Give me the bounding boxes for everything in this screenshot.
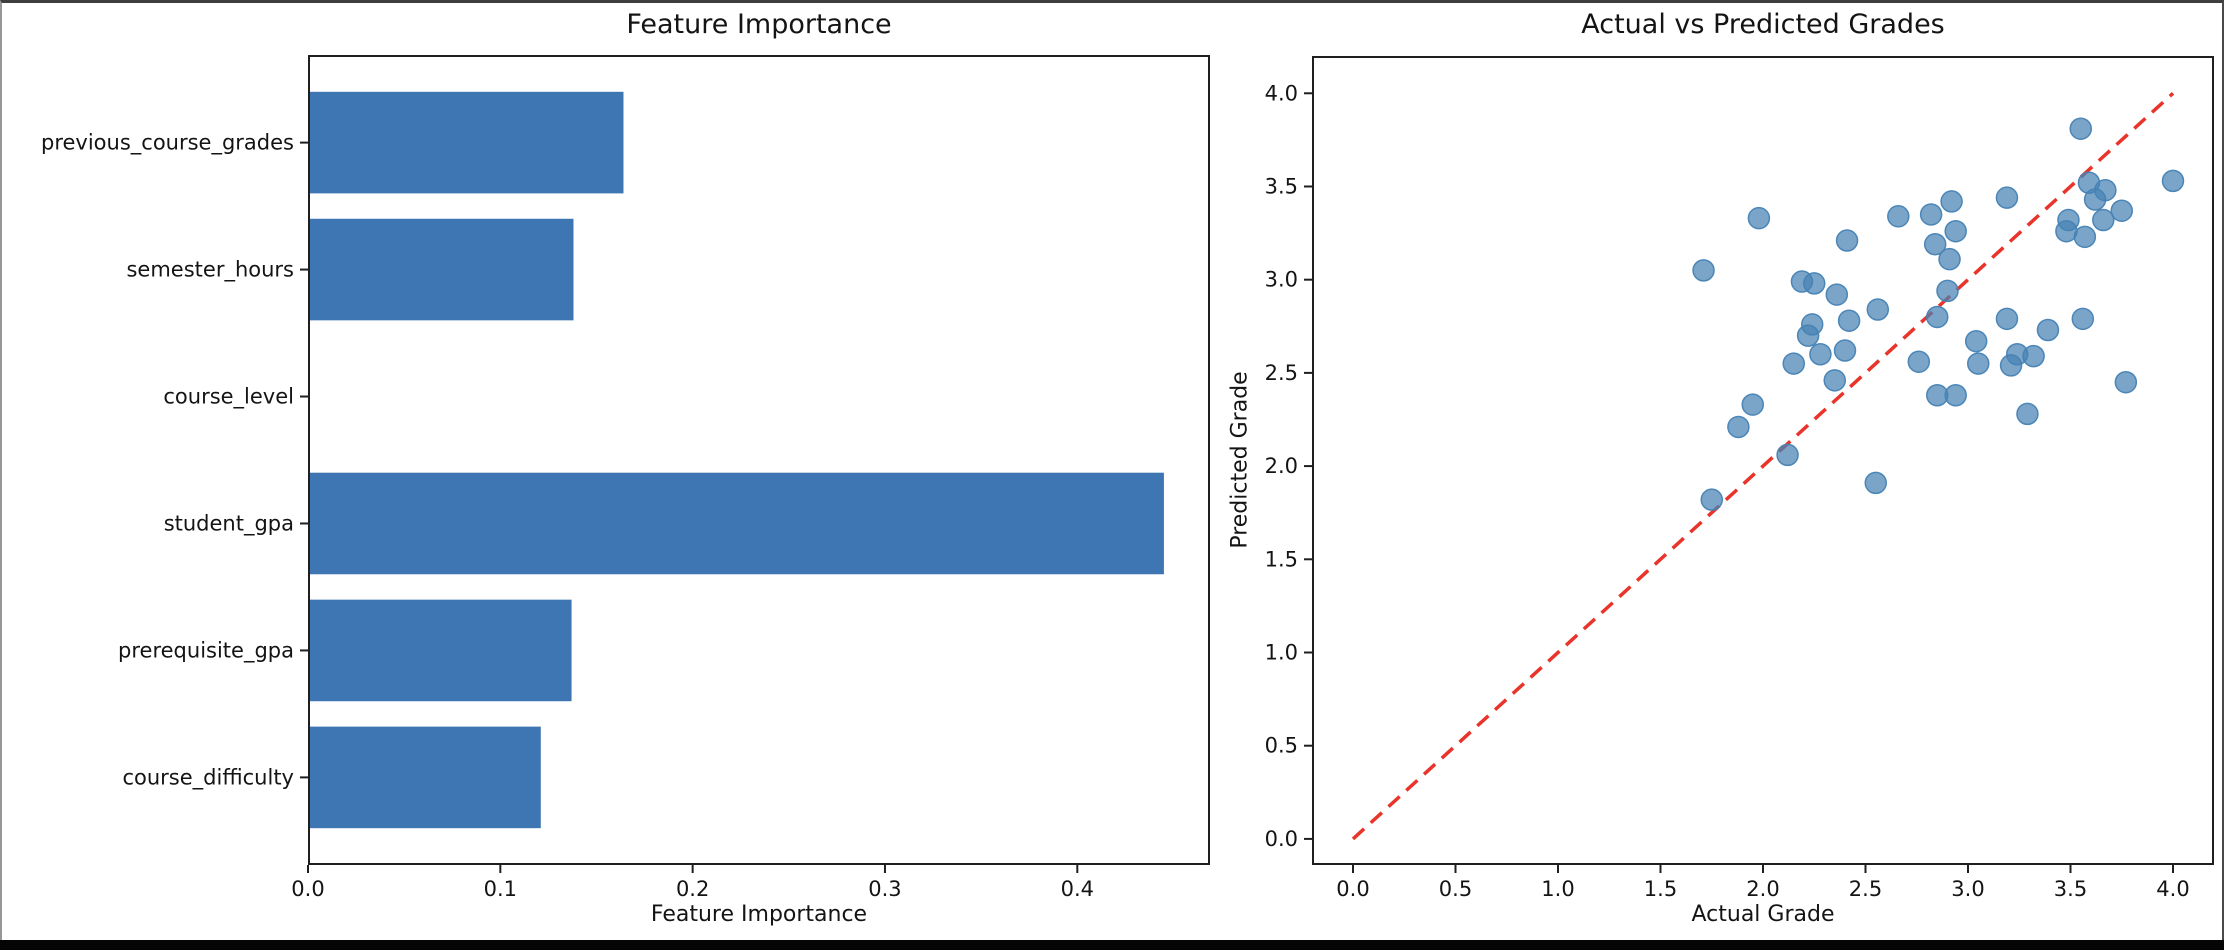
category-label: course_difficulty [122, 765, 294, 790]
bottom-black-bar [0, 940, 2224, 950]
x-tick-label: 3.5 [2054, 877, 2087, 901]
bar-chart-xlabel: Feature Importance [650, 902, 868, 927]
y-tick-label: 2.0 [1265, 454, 1298, 478]
x-tick-label: 0.5 [1439, 877, 1472, 901]
x-tick-label: 0.3 [868, 877, 901, 901]
category-label: course_level [163, 385, 294, 410]
x-tick-label: 0.4 [1061, 877, 1094, 901]
scatter-chart-title: Actual vs Predicted Grades [1581, 9, 1945, 40]
x-tick-label: 1.0 [1541, 877, 1574, 901]
category-label: semester_hours [126, 258, 294, 283]
scatter-chart-axes [1312, 56, 2214, 865]
x-tick-label: 0.0 [291, 877, 324, 901]
x-tick-label: 2.0 [1746, 877, 1779, 901]
y-tick-label: 1.0 [1265, 640, 1298, 664]
y-tick-label: 3.5 [1265, 174, 1298, 198]
x-tick-label: 3.0 [1951, 877, 1984, 901]
y-tick-label: 2.5 [1265, 361, 1298, 385]
x-tick-label: 0.1 [484, 877, 517, 901]
y-tick-label: 1.5 [1265, 547, 1298, 571]
bar-chart-title: Feature Importance [626, 9, 892, 40]
x-tick-label: 0.0 [1336, 877, 1369, 901]
y-tick-label: 4.0 [1265, 81, 1298, 105]
bar-chart-axes [308, 55, 1210, 865]
y-tick-label: 0.5 [1265, 734, 1298, 758]
x-tick-label: 0.2 [676, 877, 709, 901]
x-tick-label: 4.0 [2156, 877, 2189, 901]
scatter-chart-ylabel: Predicted Grade [1227, 371, 1253, 549]
category-label: previous_course_grades [41, 131, 294, 156]
y-tick-label: 0.0 [1265, 827, 1298, 851]
x-tick-label: 2.5 [1849, 877, 1882, 901]
x-tick-label: 1.5 [1644, 877, 1677, 901]
category-label: student_gpa [164, 511, 294, 536]
y-tick-label: 3.0 [1265, 268, 1298, 292]
scatter-chart-xlabel: Actual Grade [1691, 902, 1835, 927]
category-label: prerequisite_gpa [118, 638, 294, 663]
